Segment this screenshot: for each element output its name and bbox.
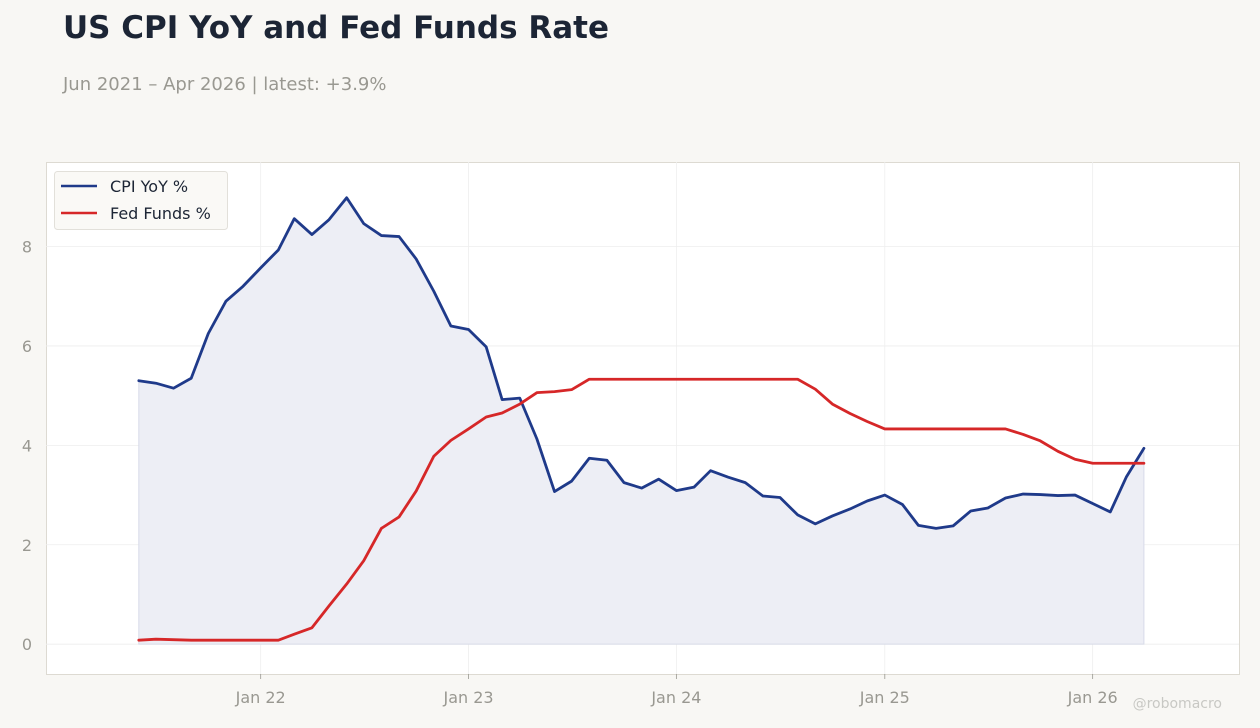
x-tick-label: Jan 22 — [235, 688, 286, 707]
legend-label-fed: Fed Funds % — [110, 204, 211, 223]
y-tick-label: 4 — [22, 436, 32, 455]
x-axis: Jan 22 Jan 23 Jan 24 Jan 25 Jan 26 — [235, 674, 1118, 707]
y-tick-label: 6 — [22, 337, 32, 356]
y-tick-label: 8 — [22, 238, 32, 257]
x-tick-label: Jan 25 — [859, 688, 910, 707]
legend: CPI YoY % Fed Funds % — [54, 171, 228, 230]
cpi-line — [137, 196, 1146, 530]
y-tick-label: 2 — [22, 536, 32, 555]
fed-funds-line — [137, 377, 1146, 642]
x-tick-label: Jan 24 — [650, 688, 701, 707]
x-tick-label: Jan 23 — [442, 688, 493, 707]
chart-title: US CPI YoY and Fed Funds Rate — [63, 10, 609, 46]
legend-label-cpi: CPI YoY % — [110, 177, 188, 196]
y-tick-label: 0 — [22, 635, 32, 654]
chart-subtitle: Jun 2021 – Apr 2026 | latest: +3.9% — [63, 74, 387, 95]
y-axis: 0 2 4 6 8 — [22, 238, 32, 655]
x-tick-label: Jan 26 — [1067, 688, 1118, 707]
legend-box — [54, 171, 228, 230]
watermark: @robomacro — [1132, 696, 1222, 712]
series-lines — [137, 196, 1146, 642]
